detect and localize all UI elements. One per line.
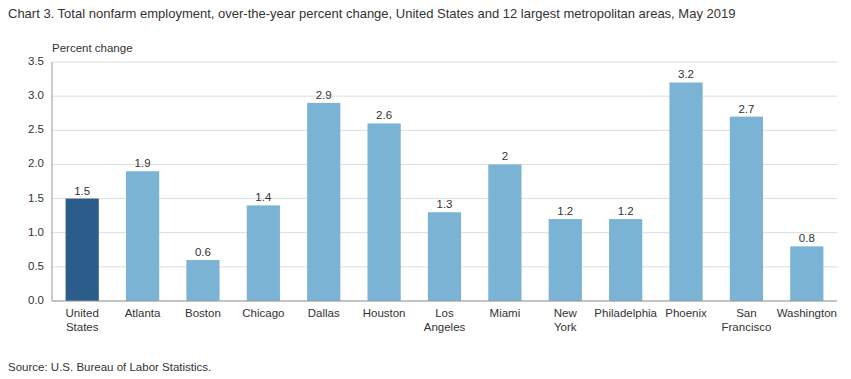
bar <box>488 164 521 301</box>
data-label: 1.5 <box>74 185 90 197</box>
data-label: 1.2 <box>618 205 634 217</box>
x-tick-label: Phoenix <box>665 307 707 319</box>
data-label: 1.3 <box>437 198 453 210</box>
x-tick-label: Washington <box>777 307 837 319</box>
bar <box>730 117 763 301</box>
bar <box>186 260 219 301</box>
data-label: 1.2 <box>557 205 573 217</box>
data-label: 2.9 <box>316 89 332 101</box>
grid-line <box>52 301 837 302</box>
x-tick-label: Houston <box>363 307 406 319</box>
data-label: 0.8 <box>799 232 815 244</box>
y-axis-line <box>52 62 53 301</box>
grid-line <box>52 96 837 97</box>
x-tick-label: Atlanta <box>125 307 161 319</box>
y-axis-label: Percent change <box>52 42 133 54</box>
bar <box>126 171 159 301</box>
y-tick-label: 0.5 <box>28 260 44 272</box>
bar <box>368 123 401 301</box>
data-label: 0.6 <box>195 246 211 258</box>
grid-line <box>52 164 837 165</box>
bars <box>66 82 824 301</box>
x-tick-label: Dallas <box>308 307 340 319</box>
y-tick-label: 1.5 <box>28 192 44 204</box>
bar <box>428 212 461 301</box>
y-tick-label: 0.0 <box>28 294 44 306</box>
bar <box>609 219 642 301</box>
data-label: 2.7 <box>738 103 754 115</box>
bar <box>669 82 702 301</box>
source: Source: U.S. Bureau of Labor Statistics. <box>8 361 211 373</box>
bar <box>549 219 582 301</box>
grid <box>52 62 837 301</box>
x-tick-label: SanFrancisco <box>721 307 771 333</box>
y-tick-label: 2.0 <box>28 157 44 169</box>
data-label: 1.4 <box>255 191 272 203</box>
chart-container: Chart 3. Total nonfarm employment, over-… <box>0 0 851 379</box>
y-tick-label: 3.0 <box>28 89 44 101</box>
grid-line <box>52 130 837 131</box>
x-tick-label: Boston <box>185 307 221 319</box>
x-axis-line <box>52 301 837 302</box>
x-tick-label: LosAngeles <box>424 307 466 333</box>
y-tick-label: 3.5 <box>28 55 44 67</box>
x-tick-label: Chicago <box>242 307 284 319</box>
data-label: 3.2 <box>678 68 694 80</box>
chart: Chart 3. Total nonfarm employment, over-… <box>0 0 851 379</box>
data-label: 1.9 <box>135 157 151 169</box>
bar <box>66 199 99 301</box>
x-tick-label: Philadelphia <box>594 307 657 319</box>
data-label: 2.6 <box>376 109 392 121</box>
bar <box>790 246 823 301</box>
x-tick-label: Miami <box>490 307 521 319</box>
title: Chart 3. Total nonfarm employment, over-… <box>8 6 735 21</box>
bar <box>307 103 340 301</box>
data-label: 2 <box>502 150 508 162</box>
y-tick-label: 1.0 <box>28 226 44 238</box>
x-tick-label: UnitedStates <box>66 307 99 333</box>
y-tick-label: 2.5 <box>28 123 44 135</box>
grid-line <box>52 62 837 63</box>
x-tick-label: NewYork <box>554 307 578 333</box>
bar <box>247 205 280 301</box>
